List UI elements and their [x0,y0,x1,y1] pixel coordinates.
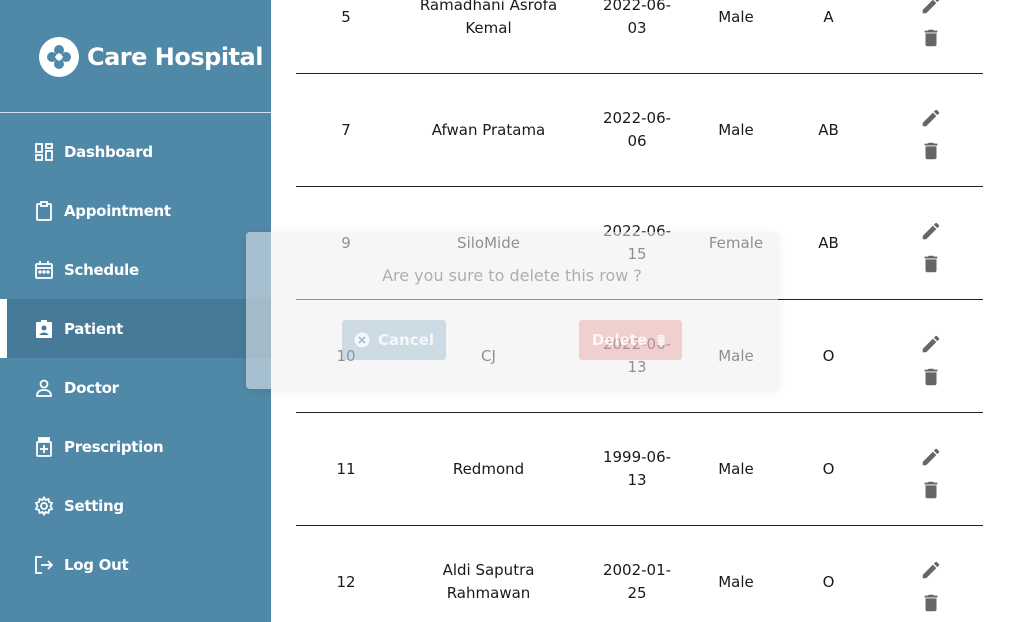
brand[interactable]: Care Hospital [39,37,263,77]
cell-gender: Male [718,459,754,478]
dashboard-icon [34,142,54,162]
delete-button[interactable]: Delete [579,320,682,360]
delete-trash-icon[interactable] [920,27,942,49]
cell-blood-type: A [823,7,834,26]
sidebar-nav: Dashboard Appointment Sc [0,122,271,594]
cell-name: Afwan Pratama [431,120,546,139]
cell-id: 5 [341,7,351,26]
cell-id: 11 [336,459,356,478]
edit-pencil-icon[interactable] [920,0,942,16]
dialog-message: Are you sure to delete this row ? [382,266,642,285]
edit-pencil-icon[interactable] [920,333,942,355]
cell-name: Redmond [452,459,525,478]
cell-gender: Male [718,120,754,139]
table-row: 7 Afwan Pratama 2022-06-06 Male AB [296,74,983,187]
sidebar-divider [0,112,271,113]
cancel-button[interactable]: Cancel [342,320,446,360]
cell-birth-date: 2022-06-03 [602,0,672,37]
patient-badge-icon [34,319,54,339]
row-actions [916,187,946,299]
cell-blood-type: O [822,346,835,365]
sidebar-item-label: Dashboard [64,142,153,161]
sidebar-item-dashboard[interactable]: Dashboard [0,122,271,181]
sidebar-item-label: Setting [64,496,124,515]
cell-id: 12 [336,572,356,591]
cell-blood-type: O [822,572,835,591]
cell-blood-type: AB [818,233,839,252]
cell-name: Ramadhani Asrofa Kemal [419,0,558,37]
delete-trash-icon[interactable] [920,592,942,614]
edit-pencil-icon[interactable] [920,220,942,242]
cell-gender: Male [718,572,754,591]
cell-gender: Male [718,7,754,26]
sidebar-item-prescription[interactable]: Prescription [0,417,271,476]
delete-confirm-dialog: Are you sure to delete this row ? Cancel… [246,232,778,389]
cell-birth-date: 2002-01-25 [602,561,672,602]
sidebar-item-logout[interactable]: Log Out [0,535,271,594]
logout-icon [34,555,54,575]
hospital-cross-logo-icon [39,37,79,77]
sidebar-item-label: Prescription [64,437,164,456]
person-icon [34,378,54,398]
cell-name: Aldi Saputra Rahmawan [442,561,535,602]
cell-birth-date: 1999-06-13 [602,448,672,489]
row-actions [916,413,946,525]
sidebar-item-label: Doctor [64,378,119,397]
row-actions [916,0,946,73]
cell-blood-type: O [822,459,835,478]
delete-trash-icon[interactable] [920,253,942,275]
sidebar: Care Hospital Dashboard Appo [0,0,271,622]
sidebar-item-appointment[interactable]: Appointment [0,181,271,240]
sidebar-item-schedule[interactable]: Schedule [0,240,271,299]
edit-pencil-icon[interactable] [920,559,942,581]
sidebar-item-label: Log Out [64,555,129,574]
medicine-bottle-icon [34,436,54,457]
cancel-button-label: Cancel [377,331,434,349]
brand-name: Care Hospital [87,43,263,71]
sidebar-item-label: Patient [64,319,123,338]
sidebar-item-setting[interactable]: Setting [0,476,271,535]
sidebar-item-label: Appointment [64,201,171,220]
delete-trash-icon[interactable] [920,479,942,501]
table-row: 11 Redmond 1999-06-13 Male O [296,413,983,526]
table-row: 5 Ramadhani Asrofa Kemal 2022-06-03 Male… [296,0,983,74]
sidebar-item-doctor[interactable]: Doctor [0,358,271,417]
delete-trash-icon [653,332,669,348]
row-actions [916,526,946,622]
edit-pencil-icon[interactable] [920,446,942,468]
cell-id: 7 [341,120,351,139]
clipboard-icon [34,200,54,221]
row-actions [916,74,946,186]
gear-icon [34,495,54,516]
sidebar-item-label: Schedule [64,260,139,279]
sidebar-item-patient[interactable]: Patient [0,299,271,358]
edit-pencil-icon[interactable] [920,107,942,129]
row-actions [916,300,946,412]
cell-birth-date: 2022-06-06 [602,109,672,150]
delete-trash-icon[interactable] [920,140,942,162]
cell-blood-type: AB [818,120,839,139]
delete-button-label: Delete [591,331,648,349]
calendar-icon [34,260,54,280]
cancel-circle-x-icon [354,332,370,348]
delete-trash-icon[interactable] [920,366,942,388]
table-row: 12 Aldi Saputra Rahmawan 2002-01-25 Male… [296,526,983,622]
